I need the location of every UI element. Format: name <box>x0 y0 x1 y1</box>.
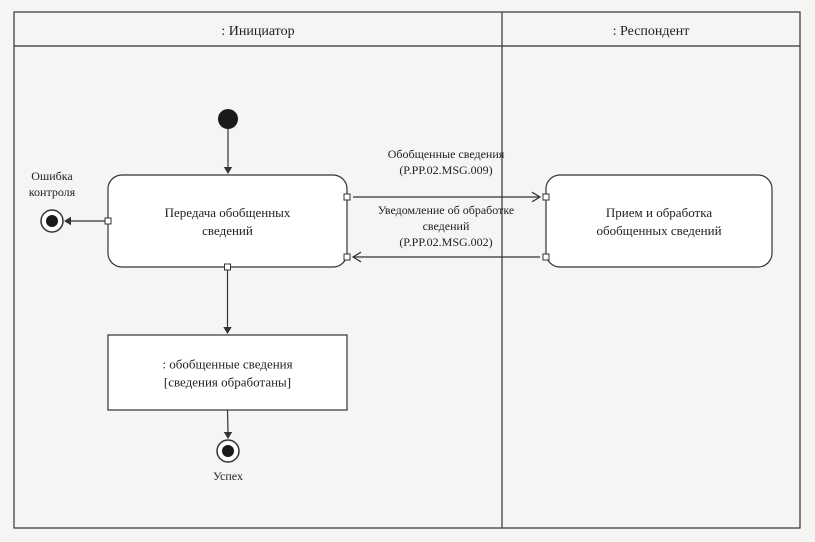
svg-text:сведений: сведений <box>202 223 253 238</box>
svg-text:(P.PP.02.MSG.009): (P.PP.02.MSG.009) <box>399 163 492 177</box>
svg-text:Уведомление об обработке: Уведомление об обработке <box>378 203 514 217</box>
svg-text:Обобщенные сведения: Обобщенные сведения <box>388 147 505 161</box>
svg-text:(P.PP.02.MSG.002): (P.PP.02.MSG.002) <box>399 235 492 249</box>
svg-text:сведений: сведений <box>423 219 470 233</box>
svg-text:Успех: Успех <box>213 469 243 483</box>
svg-text:Передача обобщенных: Передача обобщенных <box>165 205 291 220</box>
svg-text:: обобщенные сведения: : обобщенные сведения <box>162 357 292 372</box>
svg-text:обобщенных сведений: обобщенных сведений <box>596 223 721 238</box>
svg-text:Прием и обработка: Прием и обработка <box>606 205 712 220</box>
svg-text:[сведения обработаны]: [сведения обработаны] <box>164 375 291 390</box>
svg-text:Ошибка: Ошибка <box>31 169 73 183</box>
svg-text:: Инициатор: : Инициатор <box>221 24 294 39</box>
svg-text:контроля: контроля <box>29 185 76 199</box>
activity-diagram: : Инициатор : Респондент Передача обобщенн… <box>0 0 815 542</box>
svg-text:: Респондент: : Респондент <box>613 24 690 39</box>
